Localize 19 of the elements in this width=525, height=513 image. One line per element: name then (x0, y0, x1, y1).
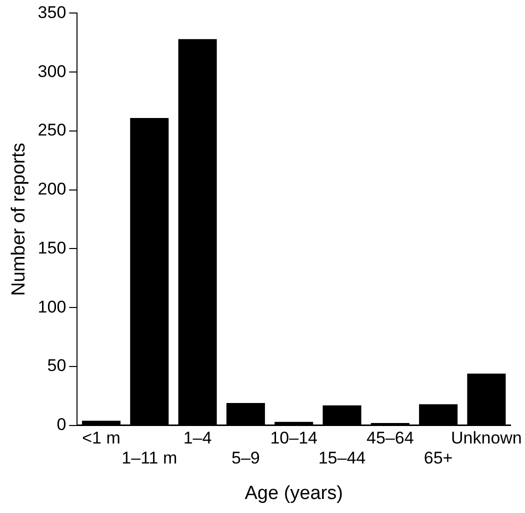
x-tick-label: 1–4 (183, 428, 212, 448)
x-axis-title: Age (years) (244, 482, 343, 504)
x-tick-label: 45–64 (366, 428, 414, 448)
y-tick-label: 150 (38, 238, 66, 258)
y-tick-label: 200 (38, 180, 66, 199)
y-axis-title: Number of reports (8, 142, 30, 296)
y-tick-label: 0 (56, 415, 66, 434)
x-tick-label: 65+ (424, 448, 453, 468)
y-tick-label: 250 (38, 120, 66, 140)
x-tick-label: Unknown (451, 428, 522, 448)
y-tick-label: 100 (38, 297, 66, 316)
x-tick-label: 1–11 m (122, 448, 178, 468)
y-tick-label: 50 (47, 356, 66, 376)
y-tick-label: 300 (38, 62, 66, 81)
x-tick-label: 5–9 (232, 448, 260, 468)
y-tick-label: 350 (38, 2, 66, 22)
x-tick-label: 15–44 (318, 448, 366, 468)
x-tick-label: <1 m (82, 428, 120, 448)
x-tick-label: 10–14 (270, 428, 318, 448)
